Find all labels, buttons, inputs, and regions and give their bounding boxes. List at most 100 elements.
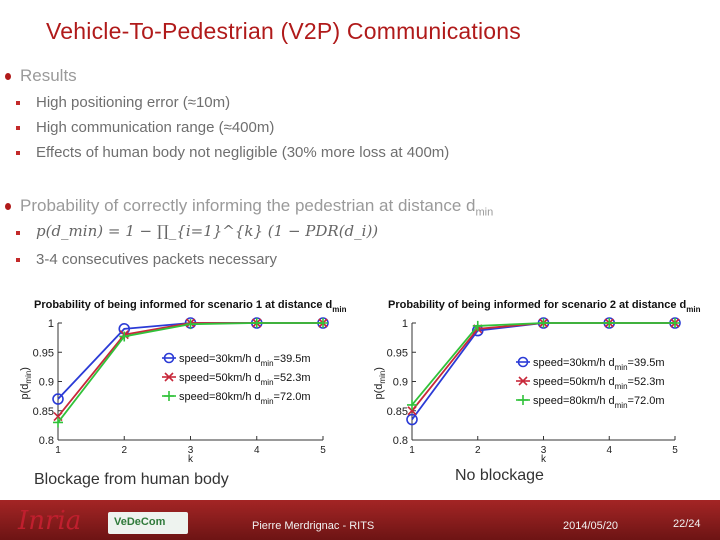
y-tick-label: 0.85: [33, 406, 54, 418]
result-text-2: High communication range (≈400m): [36, 119, 275, 136]
legend-label: speed=80km/h dmin=72.0m: [533, 395, 665, 410]
data-point-cross: [407, 406, 417, 416]
result-item-3: Effects of human body not negligible (30…: [16, 144, 450, 161]
bullet-dot: [5, 203, 11, 210]
vedecom-logo: VeDeCom: [108, 512, 188, 534]
y-tick-label: 0.85: [387, 406, 408, 418]
x-axis-label: k: [188, 454, 194, 464]
y-tick-label: 1: [402, 318, 408, 330]
data-point-circle: [406, 413, 418, 426]
data-point-plus: [119, 331, 130, 342]
consecutive-item: 3-4 consecutives packets necessary: [16, 251, 277, 268]
legend-label-sub: min: [261, 359, 274, 368]
slide-title: Vehicle-To-Pedestrian (V2P) Communicatio…: [46, 18, 521, 44]
caption-right: No blockage: [455, 467, 544, 484]
y-axis-label-close: ): [19, 367, 31, 371]
data-point-plus: [670, 318, 680, 328]
legend-marker: [164, 391, 174, 401]
consecutive-text: 3-4 consecutives packets necessary: [36, 251, 277, 268]
legend-label: speed=30km/h dmin=39.5m: [179, 353, 311, 368]
legend-label-sub: min: [261, 378, 274, 387]
legend-marker: [518, 376, 528, 386]
chart-scenario-1: Probability of being informed for scenar…: [19, 299, 347, 464]
y-axis-label-close: ): [373, 367, 385, 371]
inria-logo: Inria: [18, 506, 81, 536]
legend-marker: [518, 395, 528, 405]
y-axis-label: p(dmin): [373, 367, 387, 399]
sub-bullet: [16, 101, 20, 105]
y-tick-label: 0.9: [39, 377, 54, 389]
formula-item: p(d_min) = 1 − ∏_{i=1}^{k} (1 − PDR(d_i)…: [16, 222, 379, 240]
y-tick-label: 1: [48, 318, 54, 330]
data-point-circle: [52, 393, 64, 405]
data-point-plus: [472, 320, 483, 331]
chart-title: Probability of being informed for scenar…: [34, 299, 347, 314]
legend-label-suffix: =72.0m: [274, 391, 311, 403]
data-point-plus: [407, 399, 417, 410]
bullet-probability: Probability of correctly informing the p…: [5, 196, 494, 219]
data-point-plus: [251, 318, 262, 328]
result-text-3: Effects of human body not negligible (30…: [36, 144, 450, 161]
result-item-2: High communication range (≈400m): [16, 119, 275, 136]
bullet-results: Results: [5, 66, 77, 86]
legend-label: speed=50km/h dmin=52.3m: [179, 372, 311, 387]
legend-label-suffix: =39.5m: [628, 357, 665, 369]
legend-label: speed=30km/h dmin=39.5m: [533, 357, 665, 372]
footer-page: 22/24: [673, 518, 701, 530]
x-tick-label: 3: [541, 445, 547, 456]
legend-label-sub: min: [615, 363, 628, 372]
legend-label-sub: min: [615, 401, 628, 410]
sub-bullet: [16, 151, 20, 155]
caption-left: Blockage from human body: [34, 471, 229, 488]
prob-heading: Probability of correctly informing the p…: [20, 196, 476, 215]
legend-label-sub: min: [615, 382, 628, 391]
y-axis-label: p(dmin): [19, 367, 33, 399]
data-point-plus: [604, 318, 615, 328]
sub-bullet: [16, 126, 20, 130]
y-tick-label: 0.9: [393, 377, 408, 389]
footer-date: 2014/05/20: [563, 520, 619, 532]
y-tick-label: 0.8: [393, 435, 408, 447]
legend-marker: [517, 356, 529, 368]
chart-title-sub: min: [686, 305, 700, 314]
chart-scenario-2: Probability of being informed for scenar…: [373, 299, 701, 464]
x-tick-label: 2: [121, 445, 127, 456]
legend-label: speed=50km/h dmin=52.3m: [533, 376, 665, 391]
chart-title-sub: min: [332, 305, 346, 314]
x-tick-label: 1: [55, 445, 61, 456]
bullet-dot: [5, 73, 11, 80]
sub-bullet: [16, 258, 20, 262]
prob-heading-sub: min: [475, 206, 494, 219]
data-point-plus: [538, 318, 549, 328]
y-axis-label-sub: min: [378, 371, 387, 384]
logo-small-text: VeDeCom: [114, 516, 166, 528]
legend-label-suffix: =39.5m: [274, 353, 311, 365]
x-tick-label: 5: [320, 445, 326, 456]
y-tick-label: 0.95: [33, 347, 54, 359]
footer-author: Pierre Merdrignac - RITS: [252, 520, 375, 532]
y-tick-label: 0.95: [387, 347, 408, 359]
y-axis-label-sub: min: [24, 371, 33, 384]
legend-label-suffix: =52.3m: [628, 376, 665, 388]
sub-bullet: [16, 231, 20, 235]
legend-label-suffix: =52.3m: [274, 372, 311, 384]
y-tick-label: 0.8: [39, 435, 54, 447]
x-tick-label: 3: [188, 445, 194, 456]
x-tick-label: 5: [672, 445, 678, 456]
x-tick-label: 4: [606, 445, 612, 456]
footer: Inria VeDeCom Pierre Merdrignac - RITS 2…: [0, 482, 720, 540]
legend-marker: [164, 372, 174, 382]
logo-text: Inria: [18, 506, 82, 536]
legend-label: speed=80km/h dmin=72.0m: [179, 391, 311, 406]
formula: p(d_min) = 1 − ∏_{i=1}^{k} (1 − PDR(d_i)…: [36, 222, 379, 240]
legend-marker: [163, 352, 175, 364]
x-tick-label: 2: [475, 445, 481, 456]
results-heading: Results: [20, 66, 77, 85]
chart-title: Probability of being informed for scenar…: [388, 299, 701, 314]
data-point-plus: [318, 318, 328, 328]
data-point-plus: [185, 319, 196, 330]
data-point-plus: [53, 417, 63, 428]
x-axis-label: k: [541, 454, 547, 464]
x-tick-label: 1: [409, 445, 415, 456]
result-text-1: High positioning error (≈10m): [36, 94, 231, 111]
